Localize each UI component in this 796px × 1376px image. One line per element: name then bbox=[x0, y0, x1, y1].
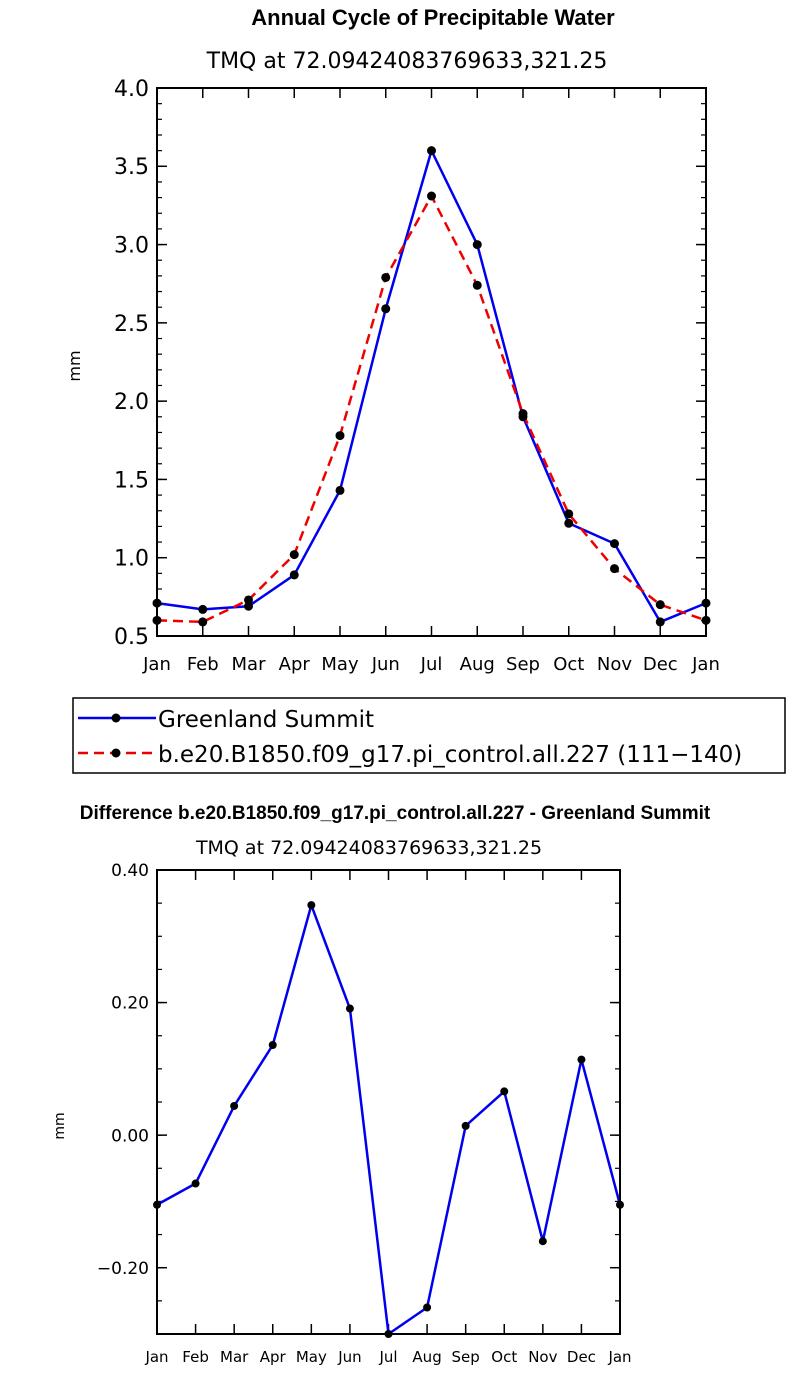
series-line bbox=[156, 903, 622, 1336]
xtick-label: Aug bbox=[412, 1348, 441, 1366]
legend-label-greenland: Greenland Summit bbox=[158, 707, 374, 733]
data-point bbox=[461, 1121, 470, 1130]
legend-box bbox=[72, 697, 786, 774]
difference-chart: Difference b.e20.B1850.f09_g17.pi_contro… bbox=[52, 803, 711, 1366]
xtick-label: Sep bbox=[452, 1348, 480, 1366]
ytick-label: 0.00 bbox=[111, 1126, 149, 1146]
ytick-label: −0.20 bbox=[97, 1259, 149, 1279]
ytick-label: 0.20 bbox=[111, 994, 149, 1014]
data-point bbox=[335, 431, 345, 441]
ytick-label: 3.0 bbox=[114, 233, 149, 258]
xtick-label: Jan bbox=[607, 1348, 631, 1366]
data-point bbox=[577, 1055, 586, 1064]
legend-marker-greenland bbox=[111, 713, 121, 723]
data-point bbox=[538, 1237, 547, 1246]
data-point bbox=[472, 280, 482, 290]
data-point bbox=[345, 1004, 354, 1013]
annual-cycle-chart: Annual Cycle of Precipitable Water TMQ a… bbox=[65, 5, 720, 675]
ytick-label: 0.5 bbox=[114, 625, 149, 650]
chart2-ylabel-group: mm bbox=[52, 1112, 68, 1139]
chart1-ylabel: mm bbox=[65, 350, 84, 381]
chart1-subtitle: TMQ at 72.09424083769633,321.25 bbox=[206, 49, 608, 74]
chart2-ylabel: mm bbox=[52, 1112, 68, 1139]
data-point bbox=[381, 304, 391, 314]
chart2-subtitle: TMQ at 72.09424083769633,321.25 bbox=[195, 837, 542, 859]
ytick-label: 1.0 bbox=[114, 547, 149, 572]
xtick-label: Jun bbox=[371, 654, 400, 675]
chart1-legend: Greenland Summit b.e20.B1850.f09_g17.pi_… bbox=[72, 697, 786, 774]
series-line bbox=[156, 149, 707, 624]
xtick-label: Jul bbox=[420, 654, 443, 675]
data-point bbox=[307, 901, 316, 910]
xtick-label: May bbox=[321, 654, 359, 675]
data-point bbox=[564, 509, 574, 519]
xtick-label: Nov bbox=[597, 654, 632, 675]
xtick-label: May bbox=[296, 1348, 327, 1366]
data-point bbox=[230, 1101, 239, 1110]
data-point bbox=[655, 617, 665, 627]
data-point bbox=[198, 604, 208, 614]
ytick-label: 1.5 bbox=[114, 468, 149, 493]
data-point bbox=[655, 600, 665, 610]
data-point bbox=[472, 240, 482, 250]
ytick-label: 4.0 bbox=[114, 77, 149, 102]
chart1-ytick-labels: 0.5 1.0 1.5 2.0 2.5 3.0 3.5 4.0 bbox=[114, 77, 149, 650]
data-point bbox=[381, 272, 391, 282]
xtick-label: Dec bbox=[643, 654, 678, 675]
xtick-label: Jan bbox=[144, 1348, 168, 1366]
chart2-xtick-labels: Jan Feb Mar Apr May Jun Jul Aug Sep Oct Nov Dec Jan bbox=[144, 1348, 631, 1366]
ytick-label: 2.0 bbox=[114, 390, 149, 415]
data-point bbox=[198, 617, 208, 627]
data-point bbox=[427, 146, 436, 156]
data-point bbox=[427, 191, 436, 201]
chart2-series bbox=[153, 901, 624, 1338]
xtick-label: Sep bbox=[506, 654, 540, 675]
data-point bbox=[335, 485, 345, 495]
data-point bbox=[610, 539, 619, 549]
chart1-series bbox=[152, 146, 711, 627]
data-point bbox=[289, 570, 299, 580]
ytick-label: 0.40 bbox=[111, 861, 149, 881]
data-point bbox=[244, 595, 253, 605]
xtick-label: Jul bbox=[378, 1348, 397, 1366]
xtick-label: Apr bbox=[279, 654, 311, 675]
xtick-label: Jan bbox=[142, 654, 171, 675]
data-point bbox=[500, 1087, 509, 1096]
xtick-label: Jun bbox=[337, 1348, 361, 1366]
xtick-label: Feb bbox=[187, 654, 219, 675]
data-point bbox=[191, 1179, 200, 1188]
xtick-label: Oct bbox=[553, 654, 584, 675]
xtick-label: Mar bbox=[220, 1348, 249, 1366]
legend-label-model: b.e20.B1850.f09_g17.pi_control.all.227 (… bbox=[158, 742, 742, 768]
xtick-label: Oct bbox=[491, 1348, 517, 1366]
legend-marker-model bbox=[111, 748, 121, 758]
ytick-label: 2.5 bbox=[114, 312, 149, 337]
chart1-ticks bbox=[156, 87, 707, 637]
ytick-label: 3.5 bbox=[114, 155, 149, 180]
xtick-label: Dec bbox=[567, 1348, 596, 1366]
data-point bbox=[289, 550, 299, 560]
data-point bbox=[244, 601, 253, 611]
xtick-label: Feb bbox=[182, 1348, 209, 1366]
xtick-label: Aug bbox=[460, 654, 495, 675]
chart2-ytick-labels: −0.20 0.00 0.20 0.40 bbox=[97, 861, 149, 1279]
xtick-label: Nov bbox=[528, 1348, 557, 1366]
data-point bbox=[268, 1040, 277, 1049]
xtick-label: Apr bbox=[260, 1348, 287, 1366]
xtick-label: Jan bbox=[691, 654, 720, 675]
xtick-label: Mar bbox=[232, 654, 267, 675]
chart2-ticks bbox=[156, 869, 621, 1335]
data-point bbox=[564, 518, 574, 528]
chart2-plot-frame bbox=[156, 869, 621, 1335]
chart2-title: Difference b.e20.B1850.f09_g17.pi_contro… bbox=[80, 803, 711, 824]
chart1-xtick-labels: Jan Feb Mar Apr May Jun Jul Aug Sep Oct Nov Dec Jan bbox=[142, 654, 720, 675]
chart1-plot-frame bbox=[156, 87, 707, 637]
data-point bbox=[518, 409, 528, 419]
chart1-title: Annual Cycle of Precipitable Water bbox=[251, 5, 615, 30]
data-point bbox=[610, 564, 619, 574]
data-point bbox=[423, 1303, 432, 1312]
chart1-ylabel-group: mm bbox=[65, 350, 84, 381]
